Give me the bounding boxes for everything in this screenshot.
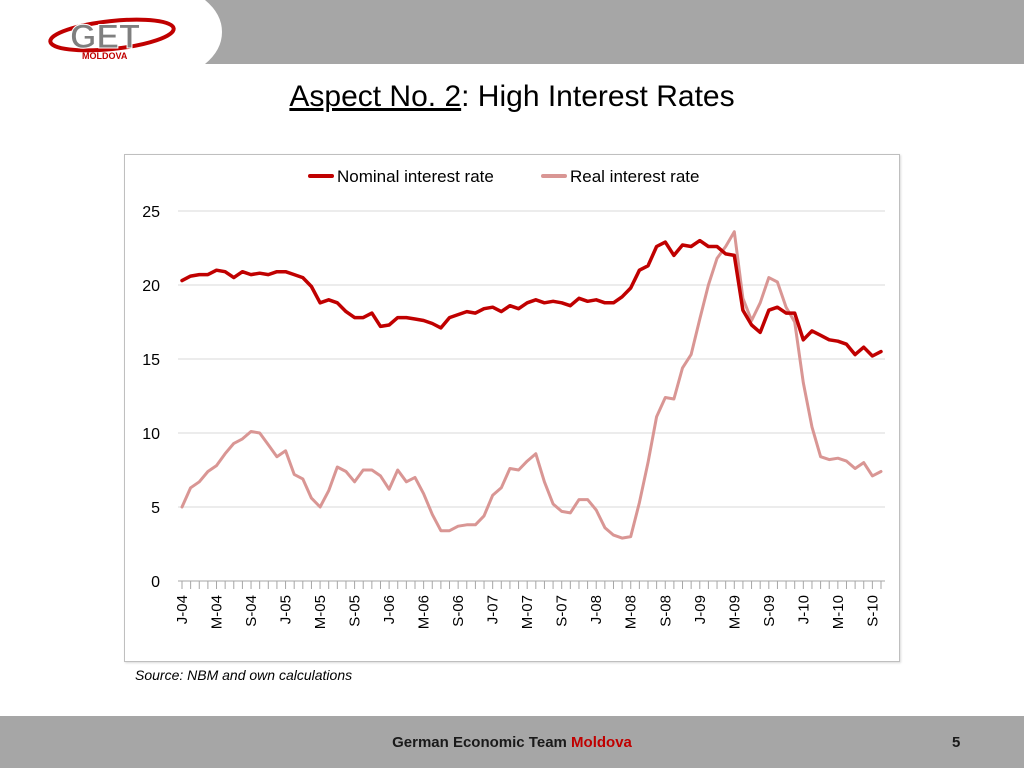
page-title-underlined: Aspect No. 2	[289, 80, 462, 113]
x-tick-label: M-09	[726, 595, 743, 629]
x-tick-label: M-07	[519, 595, 536, 629]
logo-text: GET	[70, 18, 140, 56]
legend-label: Real interest rate	[570, 167, 699, 186]
x-tick-label: S-06	[450, 595, 467, 627]
page-title: Aspect No. 2: High Interest Rates	[0, 80, 1024, 114]
x-tick-label: M-04	[209, 595, 226, 629]
y-tick-label: 20	[142, 278, 160, 295]
series-line-real	[180, 230, 883, 540]
x-tick-label: S-05	[347, 595, 364, 627]
x-tick-label: J-06	[381, 595, 398, 624]
x-tick-label: M-10	[830, 595, 847, 629]
x-tick-label: J-08	[588, 595, 605, 624]
logo-graphic: GET MOLDOVA	[0, 0, 222, 64]
x-tick-label: M-05	[312, 595, 329, 629]
footer-bar: German Economic Team Moldova 5	[0, 716, 1024, 768]
page-number: 5	[952, 734, 961, 751]
x-tick-label: M-08	[623, 595, 640, 629]
x-tick-label: J-05	[278, 595, 295, 624]
x-tick-label: M-06	[416, 595, 433, 629]
x-tick-label: J-09	[692, 595, 709, 624]
y-tick-label: 5	[151, 500, 160, 517]
logo-subtext: MOLDOVA	[82, 51, 128, 61]
interest-rate-chart: 0 5 10 15 20 25 J-04 M-04 S-04 J-05 M-05 S-05 J-06 M-…	[142, 167, 885, 629]
footer-team: German Economic Team Moldova	[0, 734, 1024, 751]
x-tick-label: S-07	[554, 595, 571, 627]
y-tick-label: 10	[142, 426, 160, 443]
x-tick-label: J-10	[795, 595, 812, 624]
x-tick-label: J-04	[174, 595, 191, 624]
y-tick-label: 15	[142, 352, 160, 369]
x-tick-label: S-08	[657, 595, 674, 627]
x-tick-label: J-07	[485, 595, 502, 624]
footer-team-accent: Moldova	[571, 734, 632, 751]
y-tick-label: 25	[142, 204, 160, 221]
chart-panel: 0 5 10 15 20 25 J-04 M-04 S-04 J-05 M-05 S-05 J-06 M-…	[124, 154, 900, 662]
x-tick-label: S-09	[761, 595, 778, 627]
source-note: Source: NBM and own calculations	[135, 667, 353, 683]
footer-team-name: German Economic Team	[392, 734, 567, 751]
series-line-nominal	[180, 238, 883, 358]
x-tick-label: S-04	[243, 595, 260, 627]
x-tick-label: S-10	[864, 595, 881, 627]
legend-label: Nominal interest rate	[337, 167, 494, 186]
page-title-rest: : High Interest Rates	[461, 80, 735, 113]
logo: GET MOLDOVA	[0, 0, 224, 64]
y-tick-label: 0	[151, 574, 160, 591]
